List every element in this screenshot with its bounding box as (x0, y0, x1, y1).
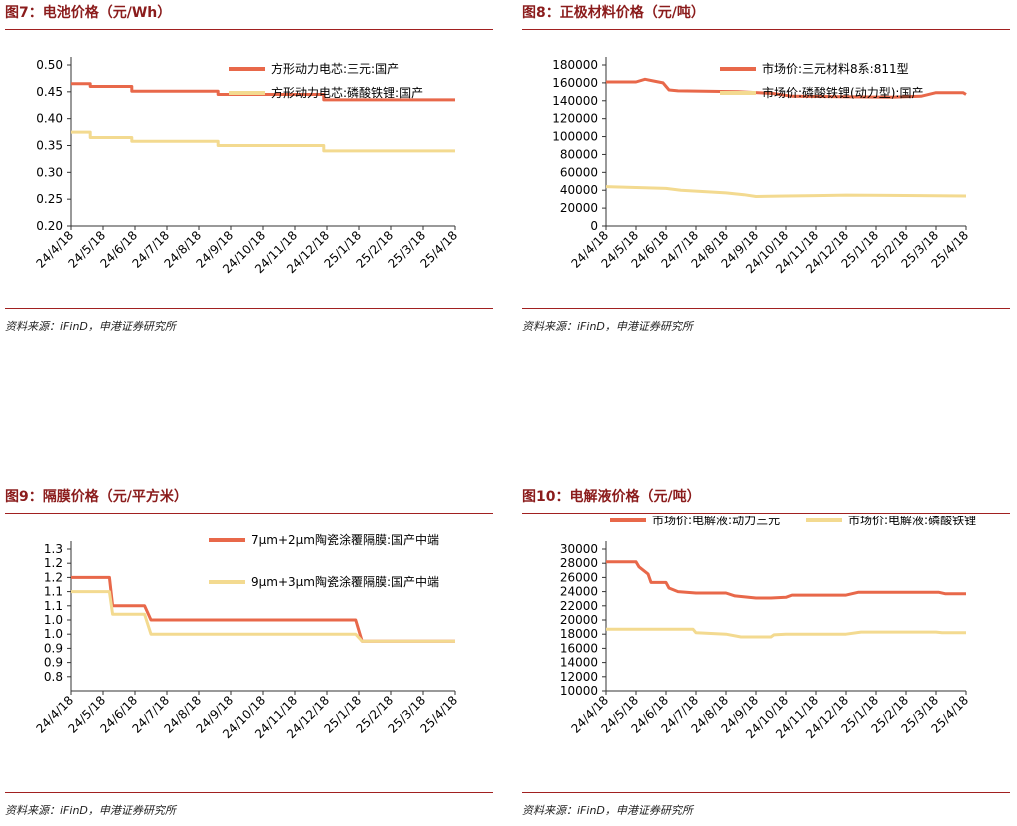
chart-title: 图8：正极材料价格（元/吨） (522, 5, 705, 21)
series-line-2 (606, 627, 966, 639)
y-tick-label: 0.20 (36, 219, 63, 233)
y-tick-label: 80000 (560, 147, 598, 161)
y-tick-label: 40000 (560, 183, 598, 197)
legend-label-2: 方形动力电芯:磷酸铁锂:国产 (271, 85, 423, 100)
chart-title: 图10：电解液价格（元/吨） (522, 489, 701, 505)
source-rule (5, 792, 493, 793)
y-tick-label: 100000 (552, 130, 598, 144)
y-tick-label: 0.9 (44, 656, 63, 670)
y-tick-label: 1.0 (44, 627, 63, 641)
legend-label-1: 市场价:三元材料8系:811型 (762, 61, 909, 76)
y-tick-label: 1.3 (44, 542, 63, 556)
y-tick-label: 10000 (560, 684, 598, 698)
source-note: 资料来源：iFinD，申港证券研究所 (5, 804, 176, 817)
y-tick-label: 18000 (560, 627, 598, 641)
y-tick-label: 1.2 (44, 556, 63, 570)
title-rule (5, 513, 493, 514)
y-tick-label: 28000 (560, 556, 598, 570)
title-rule (522, 513, 1010, 514)
chart-fig7: 0.500.450.400.350.300.250.2024/4/1824/5/… (34, 57, 460, 276)
y-tick-label: 120000 (552, 112, 598, 126)
y-tick-label: 160000 (552, 76, 598, 90)
y-tick-label: 0.50 (36, 58, 63, 72)
panel-fig9: 图9：隔膜价格（元/平方米） 1.3 1.2 1.2 1.1 1.1 1.0 1.0 0.9 0… (5, 486, 493, 826)
y-tick-label: 26000 (560, 570, 598, 584)
panel-fig8: 图8：正极材料价格（元/吨） 180000 160000 140000 120000 1… (522, 2, 1010, 342)
source-note: 资料来源：iFinD，申港证券研究所 (522, 320, 693, 333)
chart-title: 图7：电池价格（元/Wh） (5, 5, 172, 21)
source-note: 资料来源：iFinD，申港证券研究所 (522, 804, 693, 817)
source-rule (522, 792, 1010, 793)
chart-fig9: 1.31.21.21.11.11.01.00.90.90.824/4/1824/… (34, 532, 461, 741)
series-line-2 (71, 590, 455, 643)
legend-label-1: 市场价:电解液:动力三元 (652, 516, 780, 527)
y-tick-label: 0.40 (36, 112, 63, 126)
y-tick-label: 180000 (552, 58, 598, 72)
y-tick-label: 14000 (560, 656, 598, 670)
series-line-1 (606, 560, 966, 600)
y-tick-label: 0.8 (44, 670, 63, 684)
y-tick-label: 60000 (560, 165, 598, 179)
source-rule (5, 308, 493, 309)
legend-label-2: 市场价:电解液:磷酸铁锂 (848, 516, 976, 527)
y-tick-label: 30000 (560, 542, 598, 556)
source-rule (522, 308, 1010, 309)
y-tick-label: 16000 (560, 641, 598, 655)
legend-label-2: 市场价:磷酸铁锂(动力型):国产 (762, 85, 923, 100)
y-tick-label: 0 (590, 219, 598, 233)
title-rule (5, 29, 493, 30)
y-tick-label: 22000 (560, 599, 598, 613)
series-line-2 (605, 185, 967, 198)
y-tick-label: 0.9 (44, 641, 63, 655)
chart-fig8: 180000 160000 140000 120000 100000 80000 60000… (552, 57, 971, 276)
y-tick-label: 140000 (552, 94, 598, 108)
chart-title: 图9：隔膜价格（元/平方米） (5, 489, 188, 505)
series-line-1 (71, 82, 455, 102)
source-note: 资料来源：iFinD，申港证券研究所 (5, 320, 176, 333)
chart-fig10: 3000028000260002400022000200001800016000… (560, 516, 976, 741)
y-tick-label: 1.1 (44, 599, 63, 613)
y-tick-label: 0.30 (36, 165, 63, 179)
panel-fig7: 图7：电池价格（元/Wh） 0.50 0.45 0.40 0.35 0.30 0.25 0.… (5, 2, 493, 342)
y-tick-label: 20000 (560, 613, 598, 627)
series-line-1 (71, 575, 455, 643)
y-tick-label: 20000 (560, 201, 598, 215)
y-tick-label: 1.1 (44, 585, 63, 599)
y-tick-label: 1.2 (44, 570, 63, 584)
legend-label-1: 7μm+2μm陶瓷涂覆隔膜:国产中端 (251, 532, 439, 547)
y-tick-label: 24000 (560, 585, 598, 599)
y-tick-label: 0.35 (36, 139, 63, 153)
legend-label-2: 9μm+3μm陶瓷涂覆隔膜:国产中端 (251, 574, 439, 589)
panel-fig10: 图10：电解液价格（元/吨） 30000 28000 26000 24000 22000… (522, 486, 1010, 826)
title-rule (522, 29, 1010, 30)
y-tick-label: 12000 (560, 670, 598, 684)
y-tick-label: 0.25 (36, 192, 63, 206)
y-tick-label: 1.0 (44, 613, 63, 627)
legend-label-1: 方形动力电芯:三元:国产 (271, 61, 399, 76)
y-tick-label: 0.45 (36, 85, 63, 99)
series-line-2 (71, 130, 455, 153)
